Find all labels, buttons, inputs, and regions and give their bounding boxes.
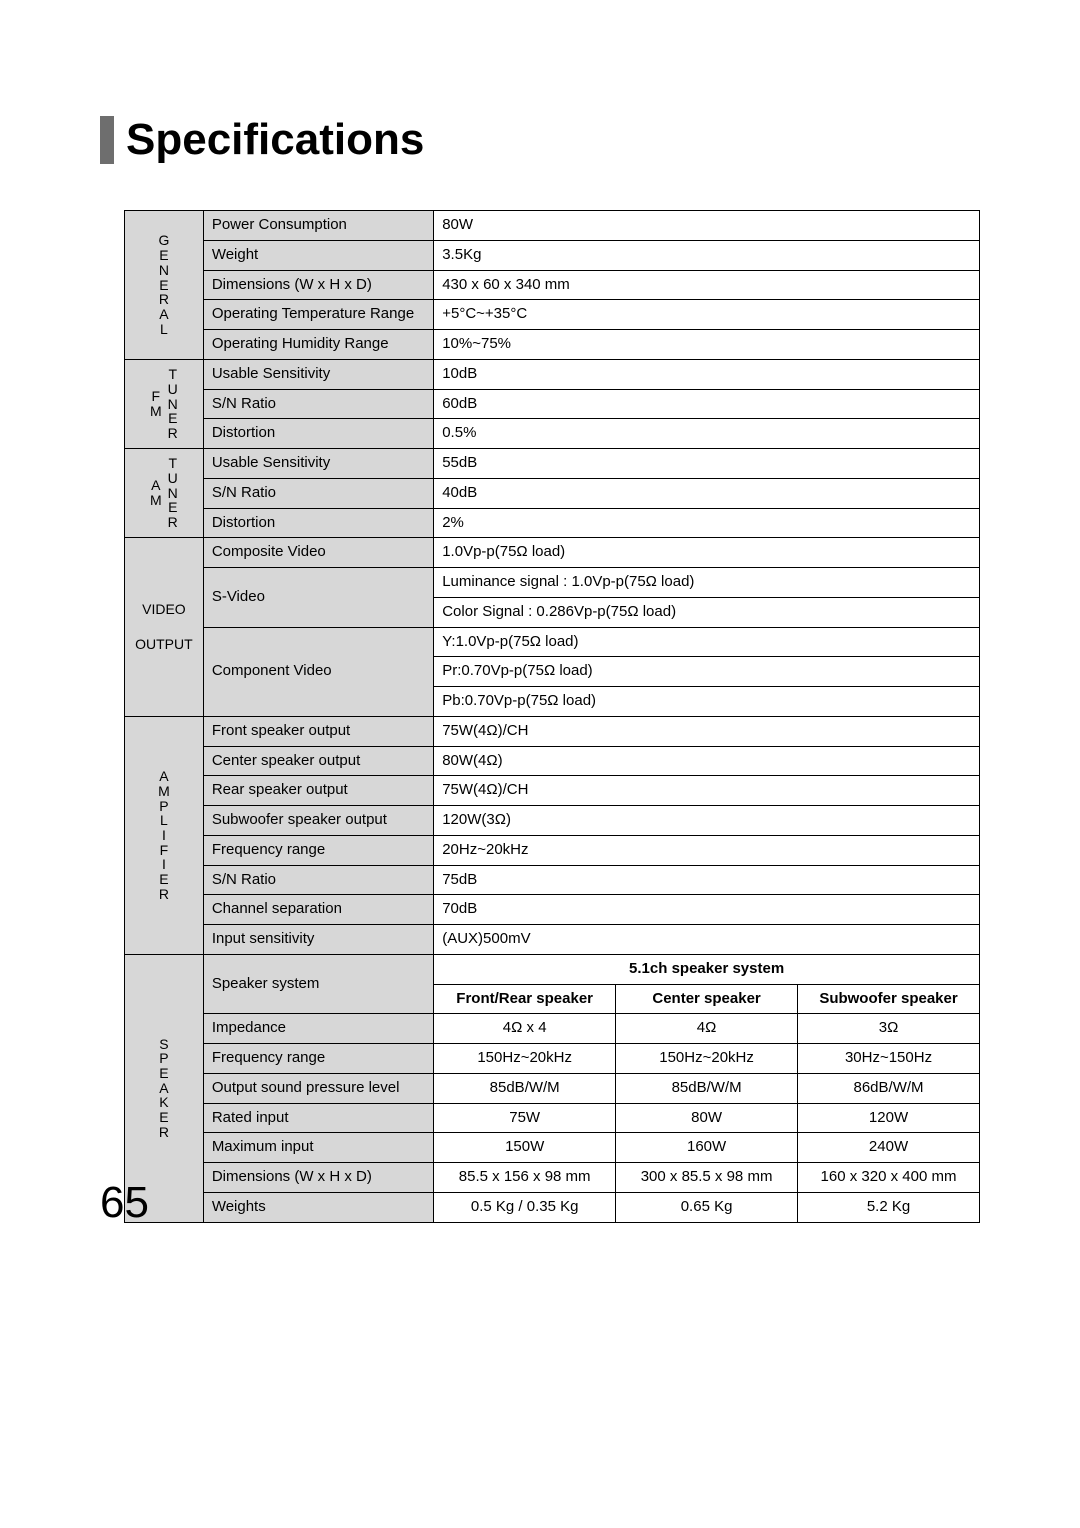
row-value: 10%~75% (434, 330, 980, 360)
row-label: Dimensions (W x H x D) (203, 1163, 433, 1193)
row-value: 120W(3Ω) (434, 806, 980, 836)
row-value: Pr:0.70Vp-p(75Ω load) (434, 657, 980, 687)
row-label: Composite Video (203, 538, 433, 568)
category-general: GENERAL (125, 211, 204, 360)
row-value: 0.5 Kg / 0.35 Kg (434, 1192, 616, 1222)
row-label: Usable Sensitivity (203, 359, 433, 389)
row-value: 3Ω (798, 1014, 980, 1044)
row-value: 60dB (434, 389, 980, 419)
title-accent-bar (100, 116, 114, 164)
speaker-col-sub: Subwoofer speaker (798, 984, 980, 1014)
row-label: Power Consumption (203, 211, 433, 241)
row-value: 10dB (434, 359, 980, 389)
page-number: 65 (100, 1178, 149, 1228)
row-value: 80W(4Ω) (434, 746, 980, 776)
row-label: Center speaker output (203, 746, 433, 776)
row-value: 75W(4Ω)/CH (434, 776, 980, 806)
row-value: 160W (616, 1133, 798, 1163)
row-value: 160 x 320 x 400 mm (798, 1163, 980, 1193)
row-value: (AUX)500mV (434, 925, 980, 955)
category-video-output: VIDEO OUTPUT (125, 538, 204, 717)
row-label: Rear speaker output (203, 776, 433, 806)
specifications-table: GENERAL Power Consumption 80W Weight 3.5… (124, 210, 980, 1223)
row-label: Usable Sensitivity (203, 449, 433, 479)
speaker-col-center: Center speaker (616, 984, 798, 1014)
row-value: 30Hz~150Hz (798, 1044, 980, 1074)
row-value: 4Ω x 4 (434, 1014, 616, 1044)
row-value: 75W(4Ω)/CH (434, 716, 980, 746)
row-label: Frequency range (203, 1044, 433, 1074)
title-row: Specifications (100, 115, 980, 165)
row-value: 85dB/W/M (434, 1073, 616, 1103)
row-value: 75W (434, 1103, 616, 1133)
row-label: Dimensions (W x H x D) (203, 270, 433, 300)
row-value: 0.65 Kg (616, 1192, 798, 1222)
row-value: 240W (798, 1133, 980, 1163)
row-label: Input sensitivity (203, 925, 433, 955)
row-value: 2% (434, 508, 980, 538)
row-value: 1.0Vp-p(75Ω load) (434, 538, 980, 568)
row-value: 120W (798, 1103, 980, 1133)
row-label: Channel separation (203, 895, 433, 925)
row-label: Speaker system (203, 954, 433, 1014)
row-value: 3.5Kg (434, 240, 980, 270)
row-label: Maximum input (203, 1133, 433, 1163)
row-label: S/N Ratio (203, 865, 433, 895)
row-value: 5.2 Kg (798, 1192, 980, 1222)
row-value: Luminance signal : 1.0Vp-p(75Ω load) (434, 568, 980, 598)
row-label: Rated input (203, 1103, 433, 1133)
row-label: Output sound pressure level (203, 1073, 433, 1103)
row-label: S-Video (203, 568, 433, 628)
row-label: S/N Ratio (203, 478, 433, 508)
row-value: 85.5 x 156 x 98 mm (434, 1163, 616, 1193)
row-value: 80W (616, 1103, 798, 1133)
row-value: 430 x 60 x 340 mm (434, 270, 980, 300)
speaker-header-top: 5.1ch speaker system (434, 954, 980, 984)
video-output-line1: VIDEO (142, 601, 186, 617)
row-label: Weights (203, 1192, 433, 1222)
row-value: 40dB (434, 478, 980, 508)
category-am-tuner: AM TUNER (125, 449, 204, 538)
page: Specifications GENERAL Power Consumption… (0, 0, 1080, 1528)
row-value: 150Hz~20kHz (616, 1044, 798, 1074)
category-amplifier: AMPLIFIER (125, 716, 204, 954)
row-value: 75dB (434, 865, 980, 895)
page-title: Specifications (126, 115, 424, 165)
row-value: 0.5% (434, 419, 980, 449)
row-value: Y:1.0Vp-p(75Ω load) (434, 627, 980, 657)
row-value: 85dB/W/M (616, 1073, 798, 1103)
row-label: Front speaker output (203, 716, 433, 746)
row-label: Operating Temperature Range (203, 300, 433, 330)
row-value: 150W (434, 1133, 616, 1163)
row-label: Distortion (203, 508, 433, 538)
row-label: Operating Humidity Range (203, 330, 433, 360)
row-value: 80W (434, 211, 980, 241)
category-fm-tuner: FM TUNER (125, 359, 204, 448)
row-value: Pb:0.70Vp-p(75Ω load) (434, 687, 980, 717)
row-value: +5°C~+35°C (434, 300, 980, 330)
speaker-col-front-rear: Front/Rear speaker (434, 984, 616, 1014)
row-value: 300 x 85.5 x 98 mm (616, 1163, 798, 1193)
row-value: Color Signal : 0.286Vp-p(75Ω load) (434, 597, 980, 627)
row-label: Subwoofer speaker output (203, 806, 433, 836)
row-value: 86dB/W/M (798, 1073, 980, 1103)
row-value: 55dB (434, 449, 980, 479)
row-label: Frequency range (203, 835, 433, 865)
row-value: 20Hz~20kHz (434, 835, 980, 865)
row-label: Distortion (203, 419, 433, 449)
row-label: S/N Ratio (203, 389, 433, 419)
row-value: 4Ω (616, 1014, 798, 1044)
row-label: Weight (203, 240, 433, 270)
row-label: Component Video (203, 627, 433, 716)
row-value: 150Hz~20kHz (434, 1044, 616, 1074)
video-output-line2: OUTPUT (135, 636, 193, 652)
row-label: Impedance (203, 1014, 433, 1044)
row-value: 70dB (434, 895, 980, 925)
